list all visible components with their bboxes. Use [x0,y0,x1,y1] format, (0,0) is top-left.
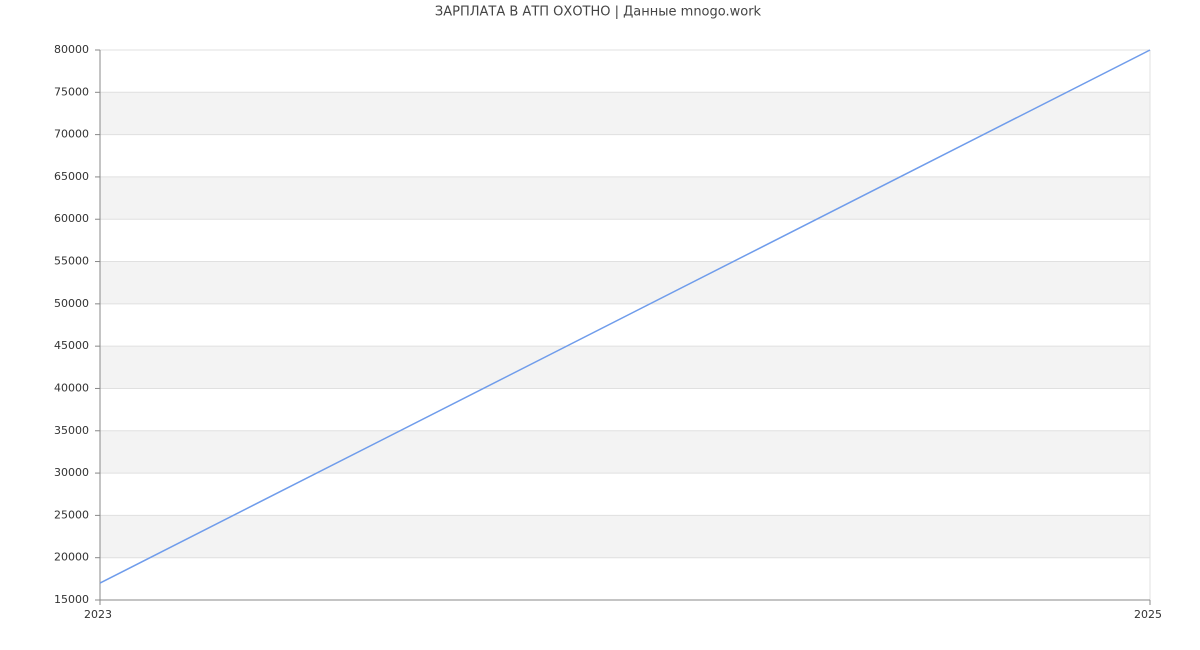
grid-band [100,346,1150,389]
y-tick-label: 60000 [54,212,89,225]
grid-band [100,92,1150,135]
grid-band [100,261,1150,304]
y-tick-label: 45000 [54,339,89,352]
y-tick-label: 75000 [54,85,89,98]
y-tick-label: 15000 [54,593,89,606]
grid-band [100,515,1150,558]
y-tick-label: 50000 [54,297,89,310]
x-tick-label: 2023 [84,608,112,621]
y-tick-label: 25000 [54,508,89,521]
y-tick-label: 40000 [54,381,89,394]
grid-band [100,176,1150,220]
y-tick-label: 20000 [54,551,89,564]
y-tick-label: 30000 [54,466,89,479]
y-tick-label: 80000 [54,43,89,56]
grid-band [100,430,1150,474]
chart-title: ЗАРПЛАТА В АТП ОХОТНО | Данные mnogo.wor… [435,5,762,20]
y-tick-label: 65000 [54,170,89,183]
x-tick-label: 2025 [1134,608,1162,621]
data-line [99,49,1151,584]
y-tick-label: 55000 [54,255,89,268]
y-tick-label: 70000 [54,128,89,141]
y-tick-label: 35000 [54,424,89,437]
